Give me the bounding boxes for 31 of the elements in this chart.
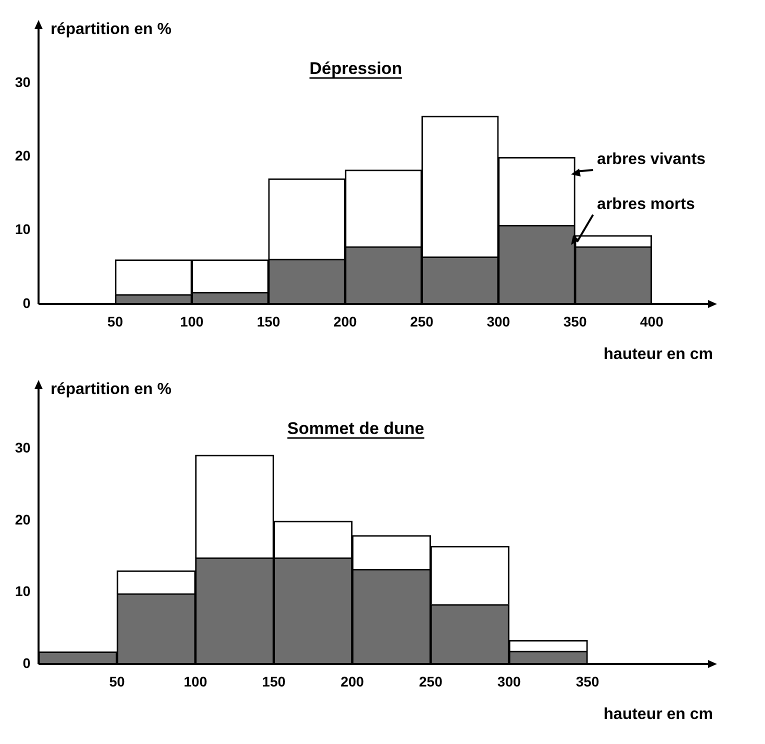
x-tick-label: 150	[262, 673, 286, 690]
y-tick-label: 10	[14, 221, 31, 238]
y-tick-label: 20	[14, 147, 31, 164]
x-axis-title: hauteur en cm	[604, 346, 713, 363]
text: Sommet de dune	[287, 419, 424, 438]
y-tick-label: 0	[22, 294, 31, 311]
y-tick-label: 30	[14, 439, 31, 456]
x-tick-label: 250	[410, 313, 434, 330]
x-tick-label: 150	[256, 313, 280, 330]
x-tick-label: 400	[640, 313, 664, 330]
x-tick-label: 50	[107, 313, 124, 330]
y-tick-label: 20	[14, 511, 31, 528]
x-tick-label: 350	[576, 673, 600, 690]
x-tick-label: 100	[180, 313, 204, 330]
y-tick-label: 0	[22, 654, 31, 671]
x-axis-title: hauteur en cm	[604, 706, 713, 723]
y-tick-label: 30	[14, 74, 31, 90]
y-axis-title: répartition en %	[50, 21, 172, 38]
x-tick-label: 300	[497, 673, 521, 690]
x-tick-label: 50	[109, 673, 125, 690]
x-tick-label: 300	[486, 313, 510, 330]
x-tick-label: 200	[333, 313, 358, 330]
x-tick-label: 100	[184, 673, 208, 690]
y-tick-label: 10	[14, 583, 31, 600]
series-label: arbres morts	[597, 196, 695, 213]
series-label: arbres vivants	[597, 151, 706, 168]
text: Dépression	[309, 59, 402, 78]
x-tick-label: 250	[419, 673, 443, 690]
y-axis-title: répartition en %	[50, 381, 172, 398]
x-tick-label: 350	[563, 313, 587, 330]
x-tick-label: 200	[340, 673, 364, 690]
